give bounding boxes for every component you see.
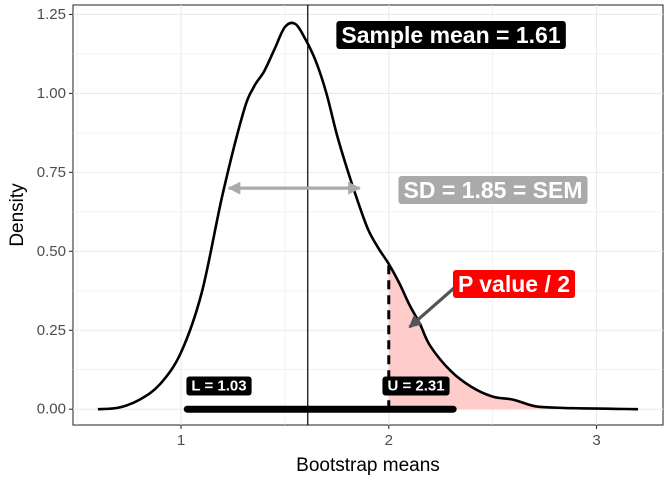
density-curve — [97, 21, 639, 411]
plot-panel-border — [72, 4, 664, 426]
upper-bound-label-box — [382, 376, 450, 396]
y-tick-label: 0.00 — [37, 401, 66, 418]
y-tick-label: 0.50 — [37, 243, 66, 260]
data-layer — [97, 5, 639, 425]
annotation-layer: Sample mean = 1.61 SD = 1.85 = SEM P value… — [186, 21, 588, 396]
sample-mean-label-text: Sample mean = 1.61 — [341, 22, 560, 48]
x-tick-label: 1 — [177, 432, 185, 449]
lower-bound-label-box — [186, 376, 252, 396]
x-tick-label: 2 — [385, 432, 393, 449]
lower-bound-label: L = 1.03 — [186, 376, 252, 396]
y-tick-label: 1.00 — [37, 85, 66, 102]
p-value-label-box — [452, 270, 576, 298]
sd-label-box — [398, 176, 588, 204]
sd-label: SD = 1.85 = SEM — [398, 176, 588, 204]
p-value-label: P value / 2 — [452, 270, 576, 298]
lower-bound-label-text: L = 1.03 — [191, 378, 246, 395]
y-tick-label: 0.75 — [37, 164, 66, 181]
axis-layer: 1 2 3 0.00 0.25 0.50 0.75 1.00 1.25 — [37, 6, 601, 449]
sd-label-text: SD = 1.85 = SEM — [404, 177, 583, 203]
p-value-label-text: P value / 2 — [458, 271, 570, 297]
upper-bound-label-text: U = 2.31 — [387, 378, 444, 395]
x-tick-label: 3 — [592, 432, 600, 449]
x-axis-title: Bootstrap means — [296, 455, 440, 476]
sample-mean-label: Sample mean = 1.61 — [336, 21, 566, 49]
grid-layer — [73, 5, 663, 425]
upper-bound-label: U = 2.31 — [382, 376, 450, 396]
y-axis-title: Density — [7, 183, 28, 247]
y-tick-label: 1.25 — [37, 6, 66, 23]
y-tick-label: 0.25 — [37, 322, 66, 339]
sample-mean-label-box — [336, 21, 566, 49]
